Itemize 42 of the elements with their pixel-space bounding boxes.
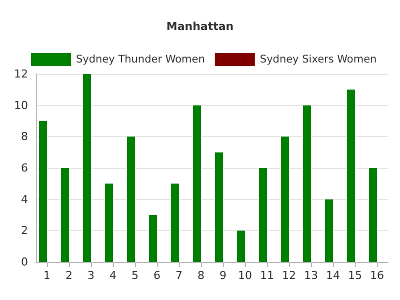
bar [193,105,201,262]
bar [347,90,355,262]
bar [83,74,91,262]
bar [105,184,113,262]
x-tick-label: 3 [88,269,94,282]
bar [259,168,267,262]
x-tick-label: 8 [198,269,204,282]
bar [325,199,333,262]
chart-title: Manhattan [166,20,234,33]
y-tick-label: 0 [21,256,28,268]
x-tick-label: 14 [326,269,340,282]
bar [215,152,223,262]
x-tick-label: 1 [44,269,50,282]
x-tick-label: 6 [154,269,160,282]
x-tick-label: 12 [282,269,296,282]
x-tick-label: 15 [348,269,362,282]
bar [237,230,245,262]
y-tick-label: 12 [14,68,28,80]
bar [39,121,47,262]
bar [303,105,311,262]
x-tick-label: 5 [132,269,138,282]
y-tick-label: 10 [14,98,28,112]
y-tick-label: 6 [21,162,28,174]
bar [369,168,377,262]
y-tick-label: 4 [21,192,28,206]
x-tick-label: 4 [110,269,116,282]
bar [127,136,135,262]
legend-label: Sydney Sixers Women [260,54,377,66]
x-tick-label: 16 [370,269,384,282]
bar [171,184,179,262]
x-tick-label: 7 [176,269,182,282]
x-tick-label: 11 [260,269,274,282]
x-tick-label: 9 [220,269,226,282]
x-tick-label: 2 [66,269,72,282]
y-tick-label: 8 [21,130,28,144]
x-tick-label: 10 [238,269,252,282]
y-tick-label: 2 [21,224,28,238]
x-tick-label: 13 [304,269,318,282]
legend-label: Sydney Thunder Women [76,54,205,66]
bar [281,136,289,262]
bar [149,215,157,262]
bar [61,168,69,262]
